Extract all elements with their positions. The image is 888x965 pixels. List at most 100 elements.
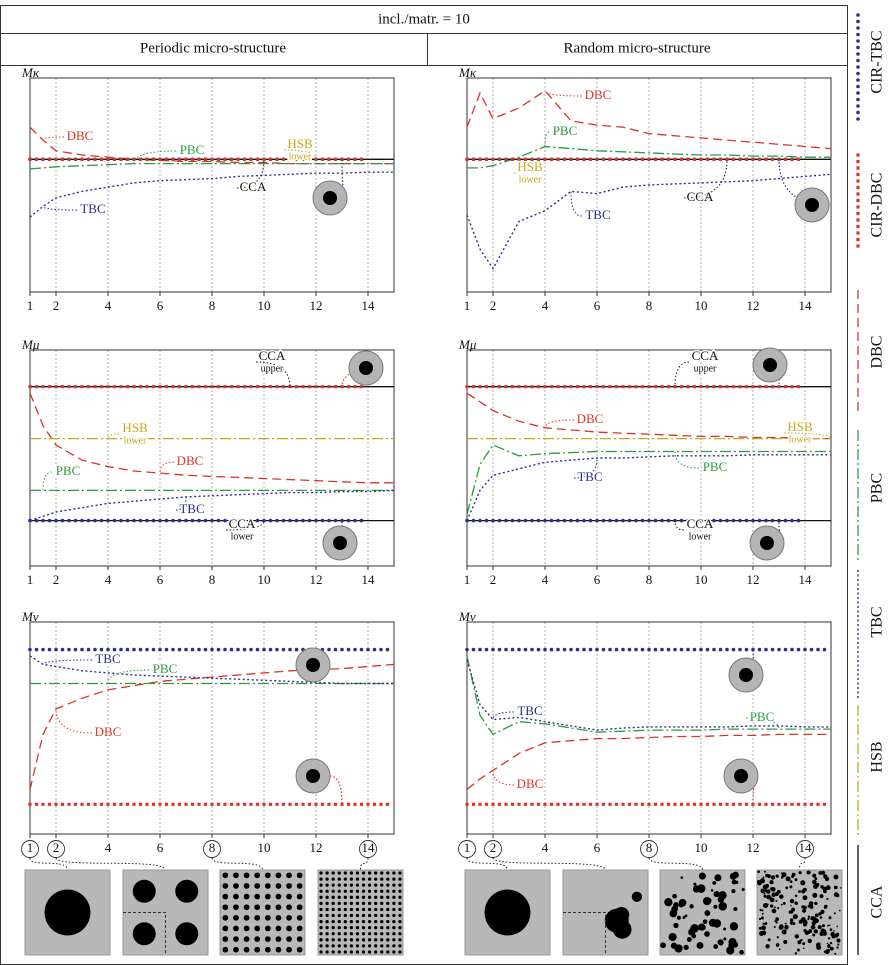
inclusion <box>355 907 360 912</box>
inclusion <box>800 938 803 942</box>
inclusion <box>286 904 292 911</box>
inclusion <box>264 925 271 932</box>
inclusion <box>392 944 396 948</box>
inclusion <box>296 883 303 889</box>
series-label: TBC <box>517 703 542 718</box>
inclusion <box>791 907 796 912</box>
series-label-bound: lower <box>124 435 147 446</box>
label-leader <box>107 669 150 684</box>
inclusion <box>286 883 292 889</box>
inclusion <box>367 901 372 906</box>
inclusion <box>325 932 329 936</box>
inclusion <box>367 919 372 924</box>
inclusion <box>789 885 793 889</box>
inclusion-core <box>306 658 320 672</box>
y-axis-label: Mν <box>21 609 39 624</box>
inclusion <box>361 889 366 893</box>
inclusion <box>801 905 805 909</box>
series-label: HSB <box>122 420 148 435</box>
inclusion <box>807 904 811 908</box>
series-label: DBC <box>517 776 544 791</box>
series-line <box>29 489 395 522</box>
series-line <box>466 655 831 736</box>
inclusion <box>355 901 360 906</box>
inclusion <box>325 877 329 881</box>
series-line <box>466 444 831 515</box>
inclusion <box>794 952 798 955</box>
inclusion <box>816 944 822 950</box>
plot-frame <box>29 349 395 567</box>
series-label: HSB <box>787 419 813 434</box>
series-label: CCA <box>687 189 714 204</box>
x-tick-label: 1 <box>464 840 471 855</box>
series-label: DBC <box>67 128 94 143</box>
inclusion <box>367 950 372 954</box>
inclusion <box>374 877 378 881</box>
inclusion <box>757 870 760 874</box>
inclusion <box>361 938 366 942</box>
inclusion <box>392 895 396 899</box>
inclusion <box>355 895 360 899</box>
inclusion <box>374 913 378 918</box>
inclusion <box>833 874 839 880</box>
inclusion <box>797 940 802 945</box>
inclusion <box>355 889 360 893</box>
inclusion <box>343 901 347 906</box>
inclusion <box>361 950 366 954</box>
series-line <box>29 655 394 685</box>
inclusion <box>296 904 303 911</box>
inclusion <box>331 889 335 893</box>
inclusion <box>398 932 402 936</box>
x-tick-label: 12 <box>747 840 760 855</box>
inclusion <box>380 895 384 899</box>
inclusion <box>798 919 803 924</box>
label-leader <box>133 150 177 164</box>
inclusion <box>761 930 767 936</box>
inclusion <box>398 913 402 918</box>
inclusion <box>398 883 402 887</box>
inclusion <box>325 871 329 875</box>
inclusion <box>386 877 390 881</box>
inclusion <box>386 932 390 936</box>
x-tick-label: 10 <box>258 298 271 313</box>
inclusion <box>718 902 728 911</box>
inclusion <box>392 871 396 875</box>
inclusion <box>741 888 745 892</box>
inclusion <box>761 912 764 915</box>
x-tick-label: 14 <box>362 298 376 313</box>
inclusion <box>319 932 323 936</box>
sample-leader <box>211 857 263 871</box>
plot-frame <box>466 621 832 835</box>
inclusion <box>781 929 787 935</box>
inclusion <box>833 912 836 915</box>
inclusion <box>243 904 250 911</box>
x-tick-label: 8 <box>209 572 216 587</box>
inclusion-core <box>323 191 337 205</box>
inclusion <box>233 925 239 932</box>
inclusion <box>810 924 816 930</box>
label-leader <box>42 136 65 141</box>
inclusion <box>222 946 229 953</box>
x-tick-label: 14 <box>362 840 376 855</box>
panel: 1 2 4 6 8 10 12 14MμCCAupperCCAlowerDBCHSBlower… <box>458 337 832 587</box>
inclusion <box>286 914 292 921</box>
series-line <box>467 145 831 169</box>
inclusion <box>710 889 714 892</box>
inclusion <box>826 897 829 901</box>
inclusion <box>759 878 766 884</box>
inclusion <box>398 950 402 954</box>
inclusion <box>693 882 697 886</box>
inclusion <box>771 908 777 914</box>
x-tick-label: 10 <box>695 572 708 587</box>
inclusion <box>735 880 739 884</box>
x-tick-label: 1 <box>27 840 34 855</box>
legend-label: CIR-DBC <box>869 173 886 238</box>
inclusion <box>808 901 814 906</box>
x-tick-label: 12 <box>747 572 760 587</box>
inclusion <box>325 950 329 954</box>
inclusion <box>343 883 347 887</box>
inclusion <box>386 889 390 893</box>
inclusion <box>764 870 766 873</box>
